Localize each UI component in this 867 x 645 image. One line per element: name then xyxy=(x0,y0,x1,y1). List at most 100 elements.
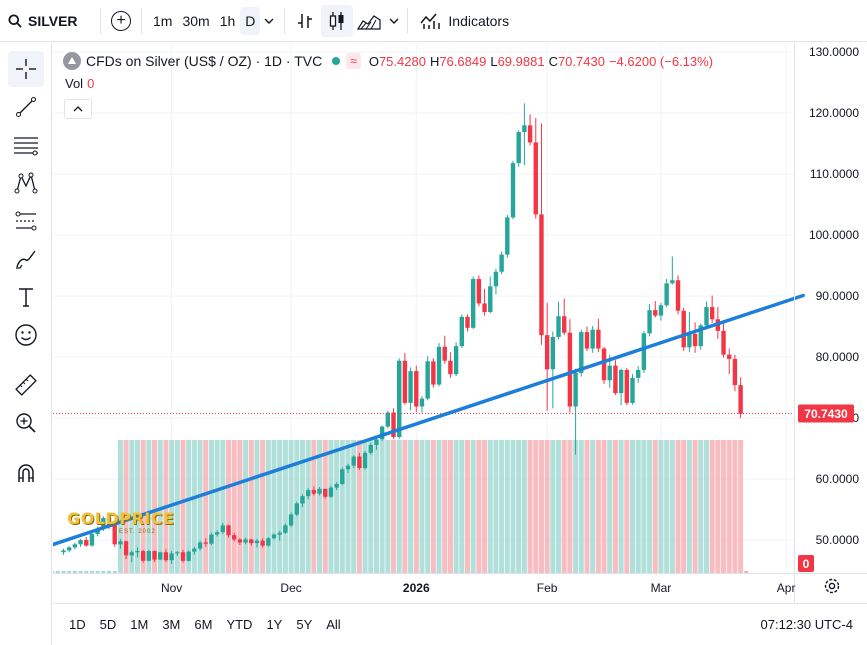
range-all[interactable]: All xyxy=(326,617,341,632)
candle xyxy=(311,486,317,496)
pattern-icon xyxy=(14,172,38,194)
chart-settings-button[interactable] xyxy=(821,575,843,597)
volume-bar xyxy=(442,440,448,573)
candle xyxy=(459,314,464,348)
volume-bar xyxy=(53,571,55,573)
crosshair-icon xyxy=(16,59,36,79)
candle-body xyxy=(453,346,459,375)
pattern-tool[interactable] xyxy=(8,165,44,201)
volume-bar xyxy=(675,440,681,573)
candle-body xyxy=(385,412,391,427)
volume-bar xyxy=(220,440,226,573)
forecast-tool[interactable] xyxy=(8,203,44,239)
zoom-tool[interactable] xyxy=(8,405,44,441)
candle xyxy=(653,300,658,318)
candle xyxy=(533,118,538,219)
interval-1h[interactable]: 1h xyxy=(219,12,236,29)
candle xyxy=(721,321,726,358)
price-axis: 130.0000 120.0000 110.0000 100.0000 90.0000 8… xyxy=(809,45,859,547)
range-3m[interactable]: 3M xyxy=(162,617,181,632)
measure-tool[interactable] xyxy=(8,367,44,403)
candle xyxy=(550,331,556,409)
data-badge[interactable]: ≈ xyxy=(346,53,361,69)
volume-bar xyxy=(351,440,357,573)
candle xyxy=(442,335,447,364)
interval-dropdown[interactable] xyxy=(260,15,278,27)
volume-bar xyxy=(476,440,482,573)
fib-tool[interactable] xyxy=(8,127,44,163)
range-ytd[interactable]: YTD xyxy=(226,617,253,632)
candle-body xyxy=(357,456,362,469)
symbol-search[interactable]: SILVER xyxy=(0,0,96,42)
bars-style-button[interactable] xyxy=(289,5,321,37)
candle-body xyxy=(334,483,339,488)
candle-body xyxy=(397,360,402,437)
text-tool[interactable] xyxy=(8,279,44,315)
candle-body xyxy=(84,540,89,546)
candle-body xyxy=(379,426,385,440)
indicators-button[interactable]: Indicators xyxy=(412,12,517,30)
magnet-tool[interactable] xyxy=(8,455,44,491)
range-6m[interactable]: 6M xyxy=(194,617,213,632)
area-style-button[interactable] xyxy=(353,5,385,37)
candle xyxy=(692,322,698,353)
trendline-tool[interactable] xyxy=(8,89,44,125)
range-1d[interactable]: 1D xyxy=(69,617,86,632)
collapse-legend-button[interactable] xyxy=(64,99,92,119)
interval-1d[interactable]: D xyxy=(240,6,261,35)
compare-button[interactable]: + xyxy=(105,0,137,42)
range-5y[interactable]: 5Y xyxy=(296,617,313,632)
candle-body xyxy=(249,539,254,544)
volume-bar xyxy=(641,440,647,573)
candle xyxy=(408,367,413,411)
volume-bar xyxy=(538,440,544,573)
volume-bar xyxy=(107,571,112,573)
candle xyxy=(493,268,499,295)
volume-bar xyxy=(561,440,567,573)
interval-1m[interactable]: 1m xyxy=(153,12,173,29)
candle-body xyxy=(641,333,647,370)
timezone-clock[interactable]: 07:12:30 UTC-4 xyxy=(760,617,854,632)
chevron-down-icon xyxy=(264,18,274,24)
legend-title: CFDs on Silver (US$ / OZ) · 1D · TVC xyxy=(86,53,323,69)
volume-bar xyxy=(430,440,436,573)
volume-bar xyxy=(715,440,721,573)
candle-body xyxy=(300,496,305,504)
chart-pane[interactable]: 130.0000 120.0000 110.0000 100.0000 90.0000 8… xyxy=(53,43,867,603)
candle-body xyxy=(129,552,134,556)
price-tick-label: 120.0000 xyxy=(809,106,859,120)
candle xyxy=(300,494,305,508)
chart-type-dropdown[interactable] xyxy=(385,15,403,27)
candle-body xyxy=(362,452,368,469)
candle xyxy=(112,522,117,547)
zoom-in-icon xyxy=(16,413,36,433)
range-1m[interactable]: 1M xyxy=(130,617,149,632)
brush-tool[interactable] xyxy=(8,241,44,277)
volume-bar xyxy=(67,571,72,573)
crosshair-tool[interactable] xyxy=(8,51,44,87)
candle xyxy=(226,524,231,538)
volume-bar xyxy=(152,440,158,573)
range-5d[interactable]: 5D xyxy=(99,617,117,632)
candle-body xyxy=(675,280,681,311)
interval-30m[interactable]: 30m xyxy=(182,12,210,29)
candle xyxy=(397,358,402,439)
range-1y[interactable]: 1Y xyxy=(266,617,283,632)
candle xyxy=(158,551,163,561)
volume-bar xyxy=(630,440,635,573)
volume-bar xyxy=(578,440,584,573)
interval-group: 1m 30m 1h D xyxy=(146,0,280,42)
candle xyxy=(323,488,328,499)
candle-body xyxy=(391,412,396,437)
volume-bar xyxy=(226,440,232,573)
candle xyxy=(237,538,243,545)
volume-bar xyxy=(345,440,351,573)
candle xyxy=(641,330,647,373)
emoji-tool[interactable] xyxy=(8,317,44,353)
candle-body xyxy=(288,514,294,526)
candles-style-button[interactable] xyxy=(321,4,354,37)
candle-body xyxy=(283,525,288,533)
candle xyxy=(123,540,129,559)
price-chart[interactable]: 130.0000 120.0000 110.0000 100.0000 90.0000 8… xyxy=(53,43,867,603)
volume-bar xyxy=(339,440,345,573)
